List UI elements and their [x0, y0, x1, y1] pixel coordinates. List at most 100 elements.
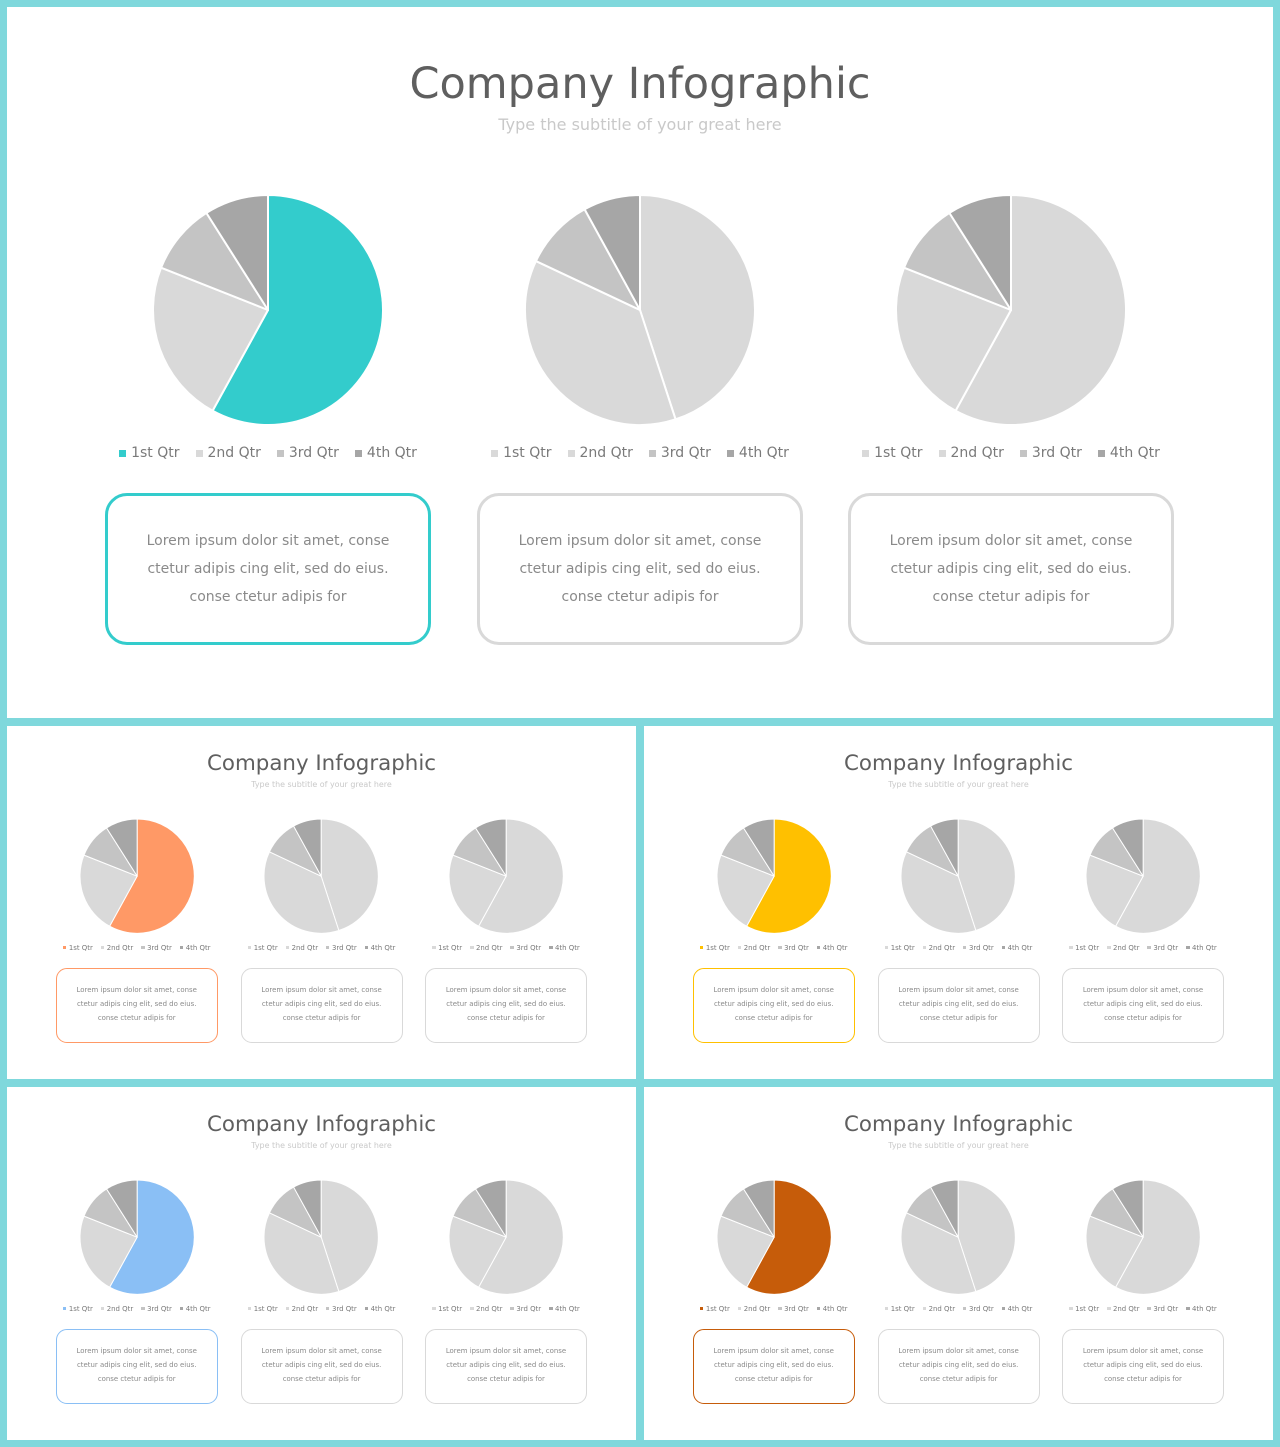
legend-item: 3rd Qtr: [326, 1305, 357, 1313]
legend-swatch: [938, 449, 946, 457]
chart-legend: 1st Qtr 2nd Qtr 3rd Qtr 4th Qtr: [57, 943, 216, 953]
legend-item: 1st Qtr: [699, 1305, 730, 1313]
pie-slice-1st-qtr: [321, 1179, 380, 1293]
legend-label: 2nd Qtr: [950, 445, 1004, 461]
description-line: Lorem ipsum dolor sit amet, conse: [445, 1347, 567, 1356]
chart-legend: 1st Qtr 2nd Qtr 3rd Qtr 4th Qtr: [1063, 943, 1222, 953]
description-line: conse ctetur adipis for: [734, 1375, 813, 1384]
pie-slice-1st-qtr: [1114, 818, 1201, 935]
legend-item: 2nd Qtr: [1107, 1305, 1139, 1313]
pie-chart-3: [895, 194, 1127, 426]
legend-label: 2nd Qtr: [207, 445, 261, 461]
legend-item: 2nd Qtr: [285, 1305, 318, 1313]
legend-label: 4th Qtr: [738, 445, 789, 461]
pie-slice-4th-qtr: [474, 1179, 507, 1239]
description-line: conse ctetur adipis for: [919, 1014, 998, 1023]
slide-subtitle: Type the subtitle of your great here: [251, 1140, 392, 1150]
legend-item: 2nd Qtr: [470, 1305, 502, 1313]
legend-label: 1st Qtr: [890, 1304, 915, 1313]
legend-swatch: [963, 945, 967, 950]
pie-slice-2nd-qtr: [448, 855, 507, 928]
legend-label: 4th Qtr: [822, 943, 848, 952]
legend-item: 1st Qtr: [1069, 1305, 1099, 1313]
description-line: ctetur adipis cing elit, sed do eius.: [713, 1361, 834, 1370]
legend-label: 1st Qtr: [705, 943, 730, 952]
pie-slice-1st-qtr: [108, 1179, 195, 1296]
description-box: Lorem ipsum dolor sit amet, conse ctetur …: [877, 1328, 1040, 1405]
pie-slice-1st-qtr: [745, 818, 832, 935]
legend-swatch: [549, 1306, 553, 1311]
chart-legend: 1st Qtr 2nd Qtr 3rd Qtr 4th Qtr: [694, 1304, 853, 1314]
legend-item: 4th Qtr: [549, 944, 580, 952]
description-line: conse ctetur adipis for: [1104, 1014, 1182, 1023]
description-line: Lorem ipsum dolor sit amet, conse: [1082, 1347, 1204, 1356]
legend-item: 2nd Qtr: [938, 445, 1004, 461]
description-line: ctetur adipis cing elit, sed do eius.: [898, 1000, 1019, 1009]
pie-chart-1: [79, 1179, 195, 1296]
legend-swatch: [326, 945, 330, 950]
chart-legend: 1st Qtr 2nd Qtr 3rd Qtr 4th Qtr: [694, 943, 853, 953]
pie-chart-2: [263, 1179, 380, 1296]
legend-item: 4th Qtr: [816, 943, 848, 952]
legend-swatch: [778, 945, 782, 950]
legend-swatch: [247, 945, 252, 950]
pie-slice-4th-qtr: [205, 194, 269, 311]
legend-label: 4th Qtr: [822, 1304, 848, 1313]
legend-swatch: [100, 945, 105, 950]
description-line: conse ctetur adipis for: [97, 1014, 176, 1023]
legend-item: 2nd Qtr: [195, 445, 261, 461]
legend-item: 4th Qtr: [549, 1305, 580, 1313]
legend-swatch: [364, 1306, 369, 1311]
description-line: Lorem ipsum dolor sit amet, conse: [445, 986, 567, 995]
description-line: conse ctetur adipis for: [919, 1375, 998, 1384]
pie-slice-4th-qtr: [583, 194, 641, 311]
description-line: conse ctetur adipis for: [282, 1375, 361, 1384]
legend-label: 1st Qtr: [1075, 943, 1100, 952]
legend-item: 3rd Qtr: [1147, 944, 1178, 952]
pie-slice-1st-qtr: [639, 194, 756, 421]
legend-label: 4th Qtr: [366, 445, 417, 461]
description-line: conse ctetur adipis for: [734, 1014, 813, 1023]
legend-label: 4th Qtr: [185, 1304, 211, 1313]
legend-label: 2nd Qtr: [475, 943, 503, 952]
description-line: ctetur adipis cing elit, sed do eius.: [890, 561, 1132, 577]
pie-slice-4th-qtr: [474, 818, 507, 878]
legend-swatch: [276, 449, 284, 457]
legend-item: 1st Qtr: [62, 1305, 93, 1313]
pie-slice-4th-qtr: [930, 818, 960, 878]
legend-swatch: [1069, 1306, 1073, 1311]
pie-slice-2nd-qtr: [79, 855, 138, 928]
legend-item: 3rd Qtr: [778, 1305, 809, 1313]
chart-legend: 1st Qtr 2nd Qtr 3rd Qtr 4th Qtr: [108, 443, 428, 463]
pie-slice-2nd-qtr: [1085, 1216, 1144, 1289]
legend-item: 2nd Qtr: [285, 943, 319, 952]
description-box: Lorem ipsum dolor sit amet, conse ctetur …: [692, 1328, 855, 1405]
legend-swatch: [1186, 1306, 1190, 1311]
description-box: Lorem ipsum dolor sit amet, conse ctetur …: [240, 1328, 403, 1405]
legend-item: 2nd Qtr: [922, 1305, 955, 1313]
legend-label: 2nd Qtr: [291, 943, 319, 952]
slide-title: Company Infographic: [206, 1111, 437, 1137]
description-line: conse ctetur adipis for: [1104, 1375, 1182, 1384]
legend-swatch: [119, 449, 127, 457]
legend-swatch: [963, 1306, 967, 1311]
description-line: conse ctetur adipis for: [282, 1014, 361, 1023]
slide-title: Company Infographic: [206, 750, 437, 776]
legend-item: 4th Qtr: [816, 1304, 848, 1313]
legend-swatch: [737, 1306, 742, 1311]
legend-item: 4th Qtr: [1186, 1305, 1217, 1313]
legend-swatch: [432, 1306, 436, 1311]
chart-legend: 1st Qtr 2nd Qtr 3rd Qtr 4th Qtr: [426, 943, 585, 953]
legend-label: 1st Qtr: [131, 445, 180, 461]
pie-slice-4th-qtr: [742, 818, 775, 878]
legend-label: 4th Qtr: [555, 943, 580, 952]
chart-legend: 1st Qtr 2nd Qtr 3rd Qtr 4th Qtr: [851, 443, 1171, 463]
slide-subtitle: Type the subtitle of your great here: [498, 115, 782, 134]
legend-item: 4th Qtr: [364, 1305, 395, 1313]
description-box: Lorem ipsum dolor sit amet, conse ctetur …: [848, 493, 1174, 645]
legend-label: 3rd Qtr: [147, 943, 172, 952]
chart-legend: 1st Qtr 2nd Qtr 3rd Qtr 4th Qtr: [242, 943, 401, 953]
legend-item: 1st Qtr: [1069, 944, 1099, 952]
legend-swatch: [470, 1306, 474, 1311]
legend-item: 4th Qtr: [1186, 944, 1217, 952]
